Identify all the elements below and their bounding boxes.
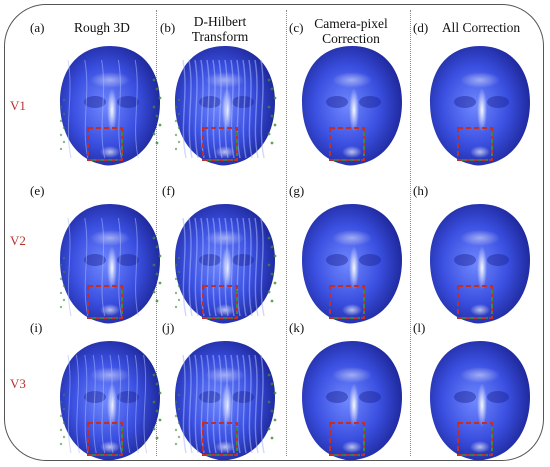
panel-label: (i) bbox=[30, 320, 43, 335]
panel-label: (k) bbox=[289, 320, 305, 335]
face-reconstruction-image bbox=[430, 341, 530, 461]
panel-label: (f) bbox=[162, 183, 175, 198]
panel-label: (b) bbox=[160, 20, 176, 35]
panel-label: (l) bbox=[413, 320, 426, 335]
face-reconstruction-image bbox=[302, 46, 402, 166]
column-title-camera-pixel: Camera-pixel Correction bbox=[314, 16, 388, 46]
row-label-v2: V2 bbox=[10, 233, 26, 248]
face-reconstruction-image bbox=[174, 46, 277, 166]
column-title-rough-3d: Rough 3D bbox=[74, 20, 130, 35]
face-reconstruction-image bbox=[302, 204, 402, 324]
panel-label: (d) bbox=[413, 20, 429, 35]
column-divider bbox=[286, 10, 287, 456]
face-reconstruction-image bbox=[430, 46, 530, 166]
face-reconstruction-image bbox=[59, 46, 162, 166]
face-reconstruction-image bbox=[59, 204, 162, 324]
column-title-d-hilbert: D-Hilbert Transform bbox=[191, 14, 249, 44]
column-divider bbox=[410, 10, 411, 456]
row-label-v3: V3 bbox=[10, 376, 26, 391]
panel-label: (c) bbox=[289, 20, 304, 35]
face-reconstruction-image bbox=[174, 204, 277, 324]
column-title-all-correction: All Correction bbox=[441, 20, 521, 35]
panel-label: (e) bbox=[30, 183, 45, 198]
row-label-v1: V1 bbox=[10, 98, 26, 113]
panel-label: (a) bbox=[30, 20, 45, 35]
column-divider bbox=[156, 10, 157, 456]
figure-frame bbox=[4, 4, 544, 461]
panel-label: (h) bbox=[413, 183, 429, 198]
panel-label: (j) bbox=[162, 320, 175, 335]
face-reconstruction-image bbox=[430, 204, 530, 324]
face-reconstruction-image bbox=[174, 341, 277, 461]
face-reconstruction-image bbox=[302, 341, 402, 461]
face-reconstruction-image bbox=[59, 341, 162, 461]
panel-label: (g) bbox=[289, 183, 305, 198]
